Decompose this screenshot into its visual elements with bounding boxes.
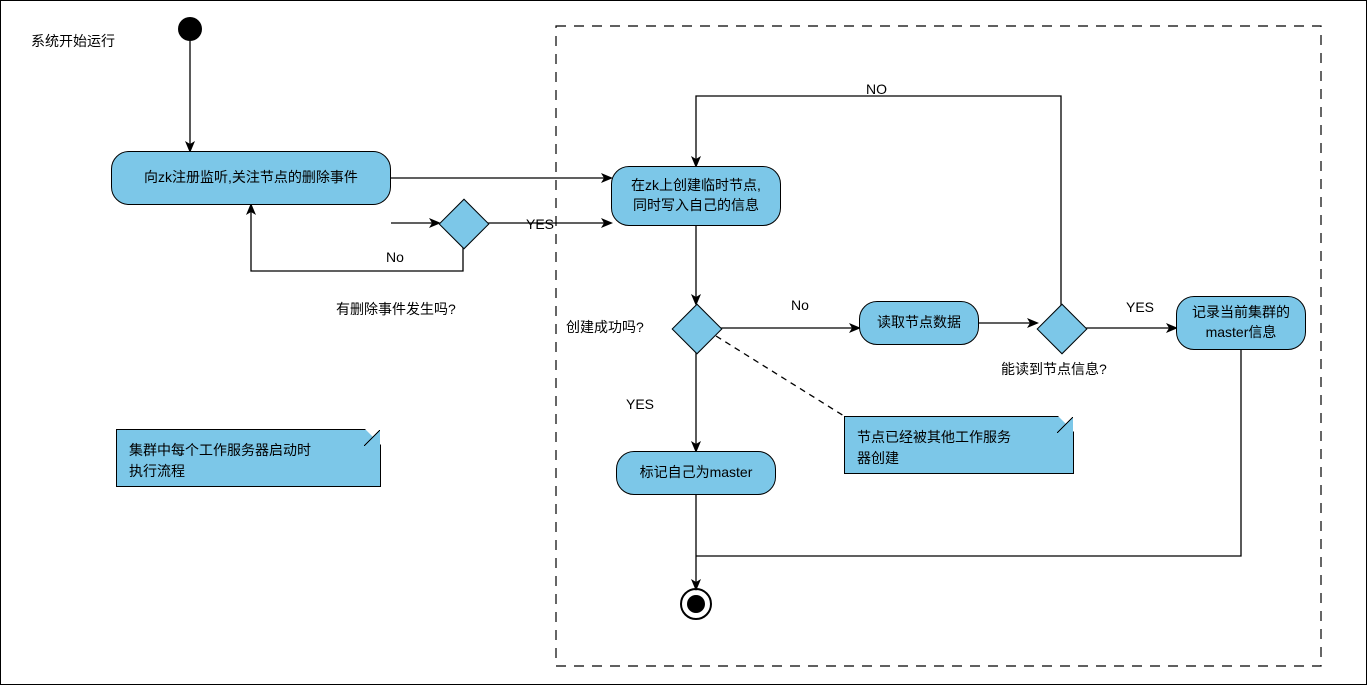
- end-node-inner: [687, 595, 705, 613]
- node-text: 标记自己为master: [640, 463, 753, 483]
- node-create-temp: 在zk上创建临时节点, 同时写入自己的信息: [611, 166, 781, 226]
- node-text: 读取节点数据: [877, 313, 961, 333]
- note-text: 节点已经被其他工作服务 器创建: [857, 429, 1011, 466]
- label-no: No: [386, 249, 404, 265]
- label-q-create: 创建成功吗?: [566, 317, 644, 337]
- label-yes: YES: [1126, 299, 1154, 315]
- label-q-read: 能读到节点信息?: [1001, 359, 1107, 379]
- decision-create-success: [672, 304, 723, 355]
- note-already-created: 节点已经被其他工作服务 器创建: [844, 416, 1074, 474]
- note-startup-flow: 集群中每个工作服务器启动时 执行流程: [116, 429, 381, 487]
- label-q-delete: 有删除事件发生吗?: [336, 299, 456, 319]
- start-node: [178, 17, 202, 41]
- node-mark-master: 标记自己为master: [616, 451, 776, 495]
- note-text: 集群中每个工作服务器启动时 执行流程: [129, 442, 311, 479]
- decision-delete-event: [439, 199, 490, 250]
- node-record-master: 记录当前集群的 master信息: [1176, 296, 1306, 350]
- label-yes: YES: [526, 216, 554, 232]
- node-text: 在zk上创建临时节点, 同时写入自己的信息: [631, 176, 761, 215]
- node-read-data: 读取节点数据: [859, 301, 979, 345]
- node-register-listener: 向zk注册监听,关注节点的删除事件: [111, 151, 391, 205]
- node-text: 记录当前集群的 master信息: [1192, 303, 1290, 342]
- label-no: NO: [866, 81, 887, 97]
- diagram-canvas: 系统开始运行 向zk注册监听,关注节点的删除事件 在zk上创建临时节点, 同时写…: [0, 0, 1367, 685]
- label-yes: YES: [626, 396, 654, 412]
- title-label: 系统开始运行: [31, 31, 115, 51]
- connectors-layer: [1, 1, 1367, 686]
- end-node-outer: [681, 589, 711, 619]
- node-text: 向zk注册监听,关注节点的删除事件: [144, 168, 358, 188]
- decision-read-info: [1037, 304, 1088, 355]
- label-no: No: [791, 297, 809, 313]
